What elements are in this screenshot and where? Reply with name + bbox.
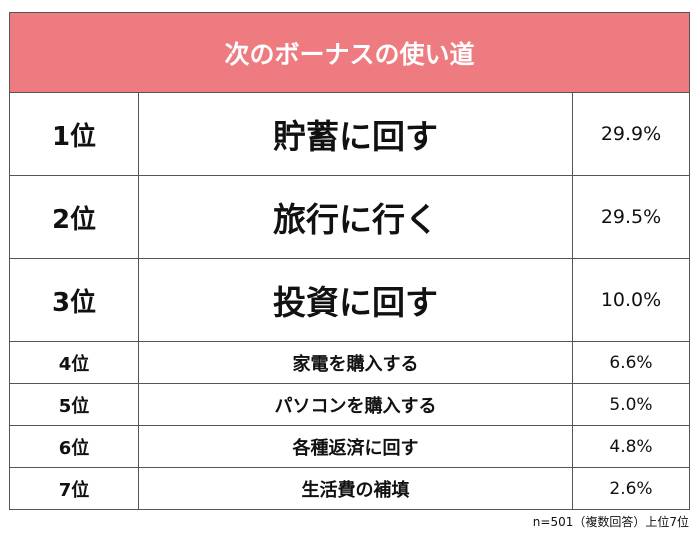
- item-cell: 投資に回す: [138, 258, 573, 342]
- percent-cell: 10.0%: [572, 258, 690, 342]
- rank-cell: 6位: [9, 425, 139, 468]
- table-title: 次のボーナスの使い道: [9, 12, 690, 93]
- table-row: 3位 投資に回す 10.0%: [9, 258, 690, 342]
- rank-cell: 4位: [9, 341, 139, 384]
- footnote: n=501（複数回答）上位7位: [532, 515, 689, 529]
- percent-cell: 6.6%: [572, 341, 690, 384]
- ranking-panel: 次のボーナスの使い道 1位 貯蓄に回す 29.9% 2位 旅行に行く 29.5%…: [9, 12, 690, 530]
- table-row: 7位 生活費の補填 2.6%: [9, 467, 690, 510]
- item-cell: パソコンを購入する: [138, 383, 573, 426]
- table-row: 2位 旅行に行く 29.5%: [9, 175, 690, 259]
- item-cell: 旅行に行く: [138, 175, 573, 259]
- item-cell: 貯蓄に回す: [138, 92, 573, 176]
- rank-cell: 2位: [9, 175, 139, 259]
- item-cell: 各種返済に回す: [138, 425, 573, 468]
- rank-cell: 3位: [9, 258, 139, 342]
- table-header-row: 次のボーナスの使い道: [9, 12, 690, 93]
- percent-cell: 2.6%: [572, 467, 690, 510]
- rank-cell: 7位: [9, 467, 139, 510]
- percent-cell: 29.9%: [572, 92, 690, 176]
- ranking-table: 次のボーナスの使い道 1位 貯蓄に回す 29.9% 2位 旅行に行く 29.5%…: [9, 12, 690, 510]
- table-row: 5位 パソコンを購入する 5.0%: [9, 383, 690, 426]
- item-cell: 家電を購入する: [138, 341, 573, 384]
- percent-cell: 29.5%: [572, 175, 690, 259]
- table-row: 4位 家電を購入する 6.6%: [9, 341, 690, 384]
- item-cell: 生活費の補填: [138, 467, 573, 510]
- percent-cell: 4.8%: [572, 425, 690, 468]
- rank-cell: 5位: [9, 383, 139, 426]
- table-row: 1位 貯蓄に回す 29.9%: [9, 92, 690, 176]
- rank-cell: 1位: [9, 92, 139, 176]
- percent-cell: 5.0%: [572, 383, 690, 426]
- table-row: 6位 各種返済に回す 4.8%: [9, 425, 690, 468]
